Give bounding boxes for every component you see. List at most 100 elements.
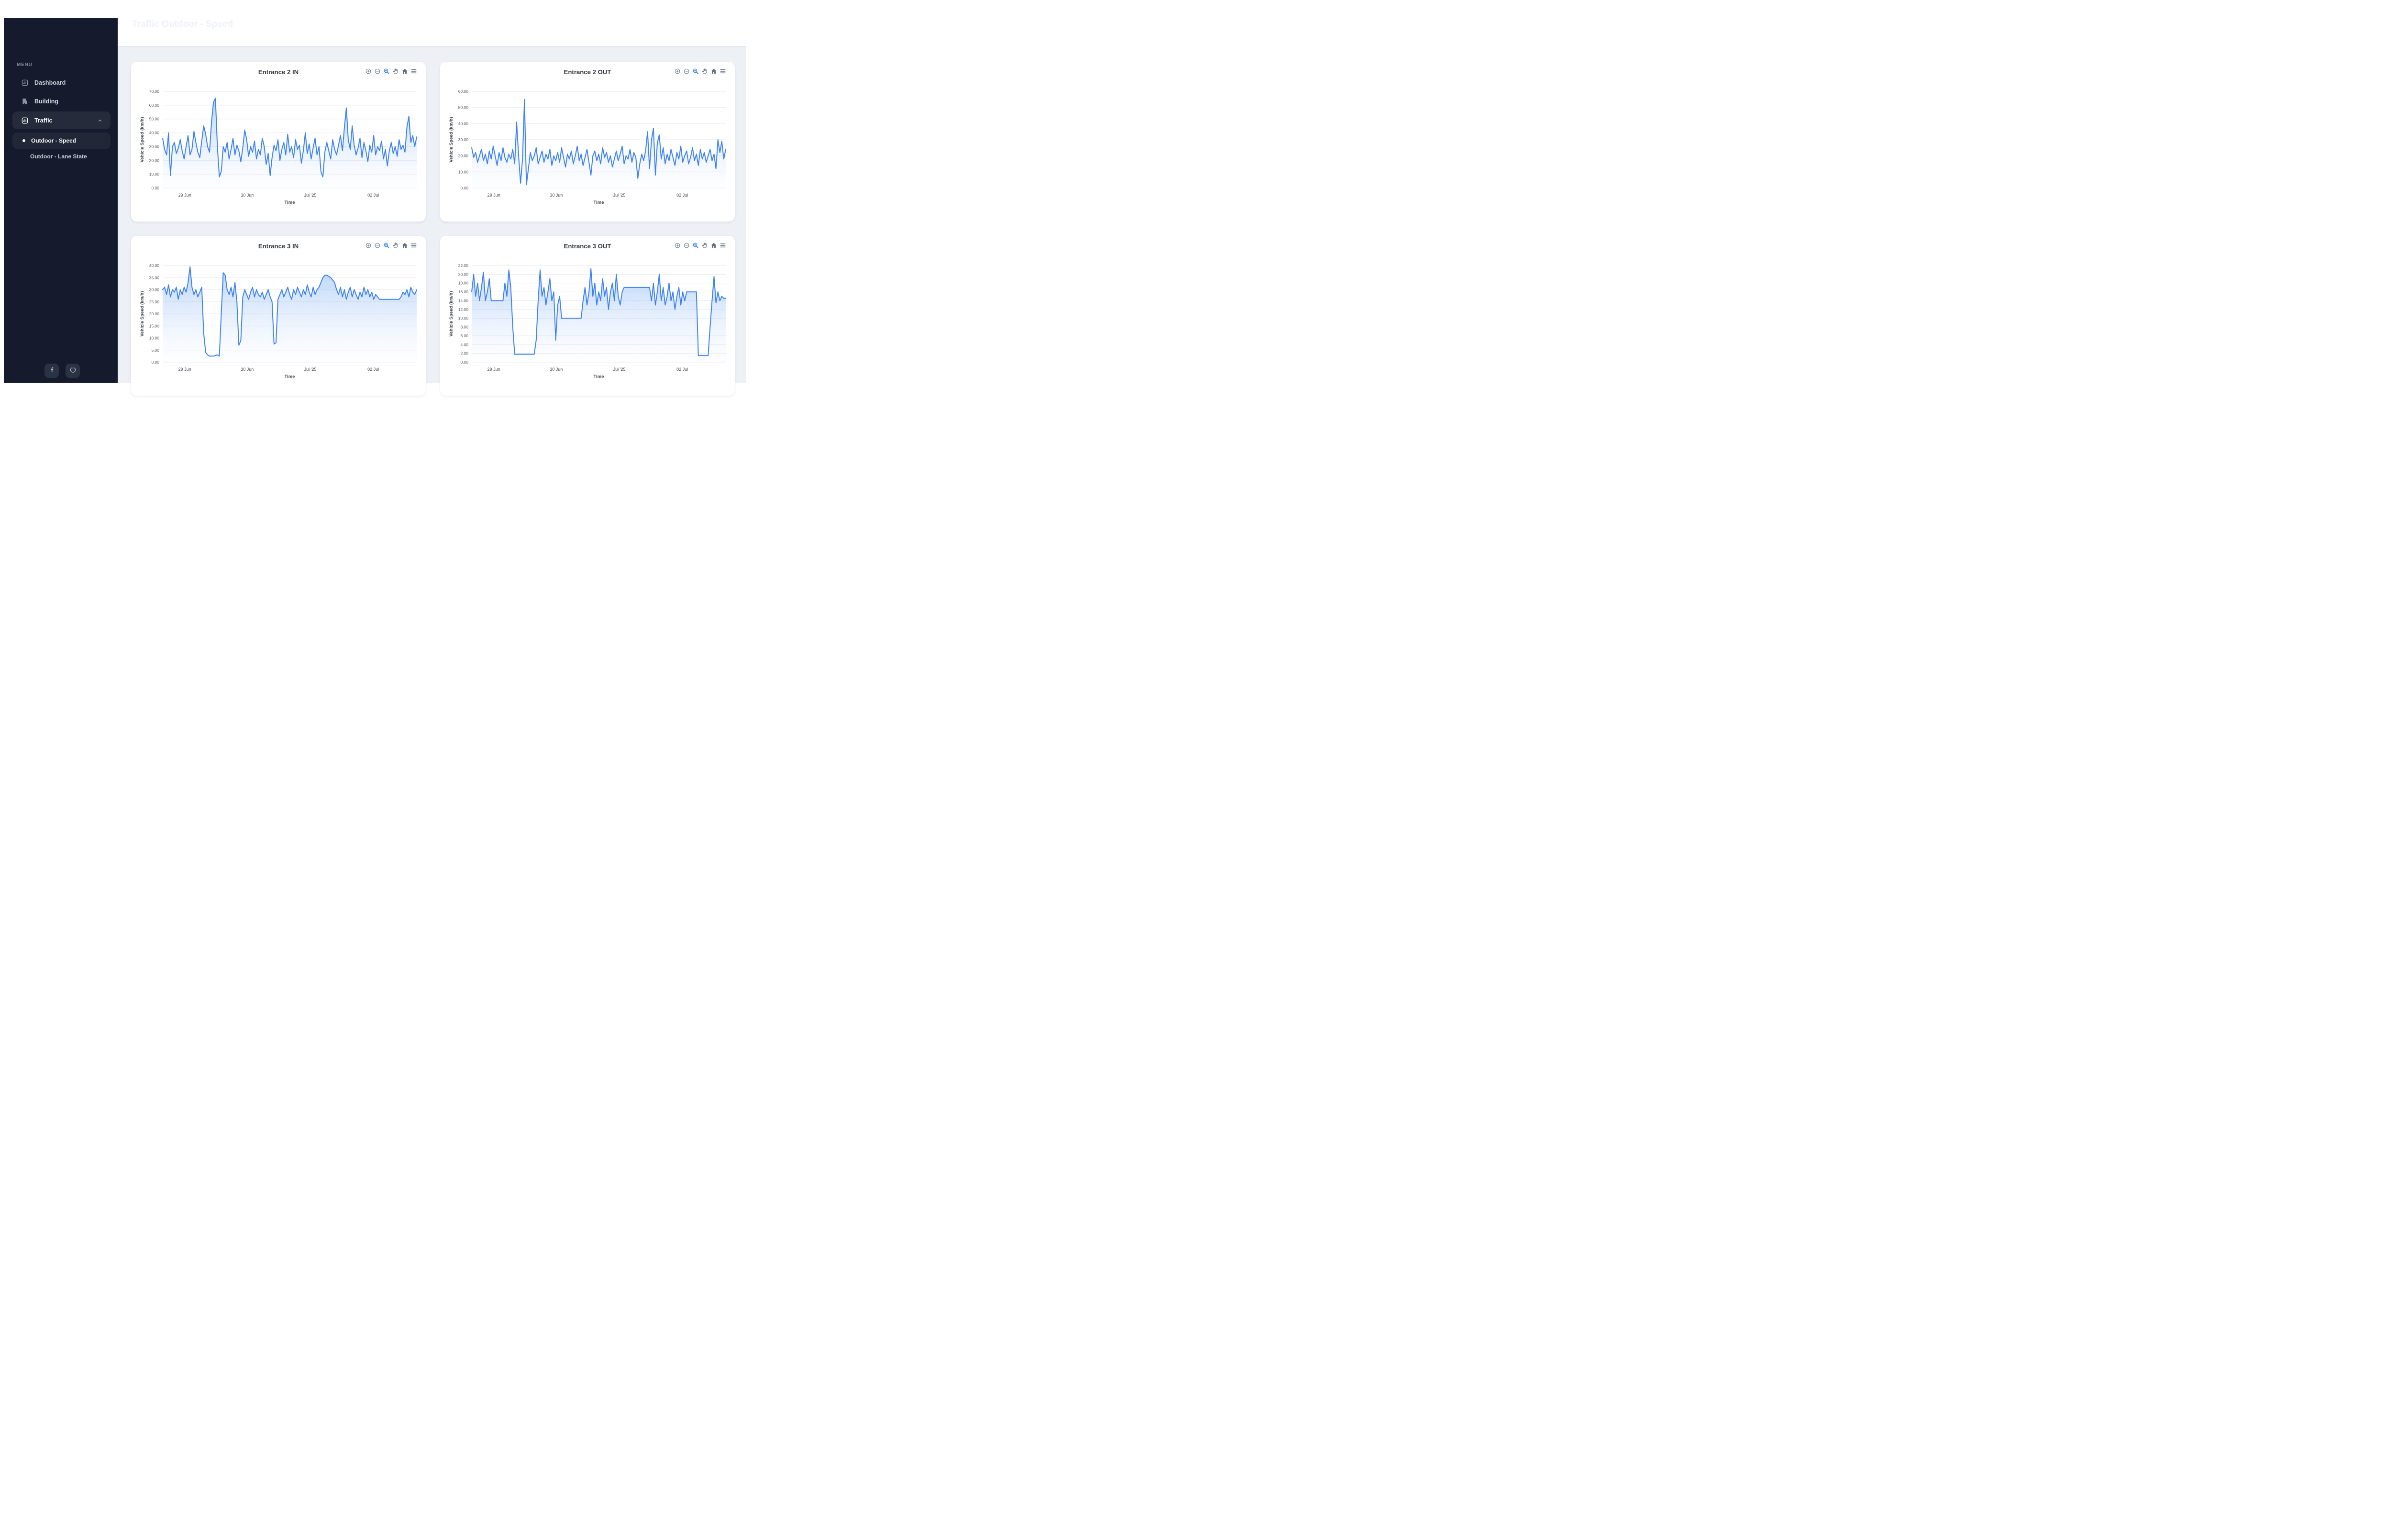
- svg-text:50.00: 50.00: [149, 117, 160, 122]
- menu-icon[interactable]: [410, 242, 417, 249]
- svg-text:30.00: 30.00: [458, 137, 469, 142]
- reset-home-icon[interactable]: [401, 242, 408, 249]
- traffic-icon: [21, 117, 29, 124]
- svg-text:02 Jul: 02 Jul: [676, 193, 688, 198]
- menu-icon[interactable]: [720, 242, 726, 249]
- svg-text:35.00: 35.00: [149, 275, 160, 280]
- svg-text:Jul '25: Jul '25: [304, 367, 317, 372]
- svg-text:60.00: 60.00: [458, 89, 469, 94]
- chart-toolbar: [365, 242, 417, 249]
- selection-zoom-icon[interactable]: [383, 68, 390, 75]
- chart-canvas[interactable]: 40.00 35.00 30.00 25.00 20.00 15.00 10.00 5.00 0…: [131, 236, 426, 396]
- svg-text:20.00: 20.00: [458, 272, 469, 277]
- y-axis: 40.00 35.00 30.00 25.00 20.00 15.00 10.00 5.00 0…: [140, 263, 159, 365]
- svg-text:40.00: 40.00: [149, 263, 160, 268]
- reset-home-icon[interactable]: [710, 68, 717, 75]
- svg-text:16.00: 16.00: [458, 289, 469, 294]
- svg-text:10.00: 10.00: [458, 316, 469, 321]
- zoom-out-icon[interactable]: [374, 242, 381, 249]
- zoom-in-icon[interactable]: [365, 68, 372, 75]
- svg-text:Time: Time: [284, 374, 295, 379]
- svg-text:Time: Time: [593, 200, 604, 205]
- main-area: Traffic Outdoor - Speed 70.00 60.00 50.00 4…: [118, 0, 746, 401]
- sidebar-footer: [44, 364, 80, 378]
- sidebar-item-dashboard[interactable]: Dashboard: [4, 76, 118, 90]
- reset-home-icon[interactable]: [401, 68, 408, 75]
- chart-card: 60.00 50.00 40.00 30.00 20.00 10.00 0.00 Vehicl…: [440, 62, 735, 222]
- svg-text:30 Jun: 30 Jun: [241, 193, 254, 198]
- pan-icon[interactable]: [392, 242, 399, 249]
- svg-text:12.00: 12.00: [458, 307, 469, 312]
- chart-title: Entrance 2 IN: [258, 68, 299, 76]
- svg-text:Jul '25: Jul '25: [613, 193, 626, 198]
- svg-text:0.00: 0.00: [151, 186, 159, 190]
- sidebar-item-label: Dashboard: [34, 79, 66, 86]
- chart-canvas[interactable]: 22.00 20.00 18.00 16.00 14.00 12.00 10.00 8.00 6…: [440, 236, 735, 396]
- zoom-in-icon[interactable]: [674, 68, 681, 75]
- chart-card: 22.00 20.00 18.00 16.00 14.00 12.00 10.00 8.00 6…: [440, 236, 735, 396]
- chart-canvas[interactable]: 60.00 50.00 40.00 30.00 20.00 10.00 0.00 Vehicl…: [440, 62, 735, 222]
- building-icon: [21, 98, 29, 105]
- svg-text:50.00: 50.00: [458, 105, 469, 110]
- x-axis: 29 Jun 30 Jun Jul '25 02 Jul Time: [178, 193, 379, 205]
- chart-toolbar: [674, 242, 726, 249]
- sidebar-item-label: Traffic: [34, 117, 53, 124]
- sidebar-item-building[interactable]: Building: [4, 94, 118, 109]
- svg-text:20.00: 20.00: [149, 158, 160, 163]
- selection-zoom-icon[interactable]: [692, 242, 699, 249]
- chart-toolbar: [674, 68, 726, 75]
- svg-text:18.00: 18.00: [458, 281, 469, 286]
- svg-text:30.00: 30.00: [149, 144, 160, 149]
- chart-canvas[interactable]: 70.00 60.00 50.00 40.00 30.00 20.00 10.00 0.00 V…: [131, 62, 426, 222]
- selection-zoom-icon[interactable]: [692, 68, 699, 75]
- sidebar-item-outdoor-speed[interactable]: Outdoor - Speed: [12, 133, 111, 149]
- chart-title: Entrance 2 OUT: [564, 68, 611, 76]
- svg-text:10.00: 10.00: [149, 172, 160, 177]
- sidebar-item-traffic[interactable]: Traffic: [12, 111, 111, 129]
- sidebar-item-label: Building: [34, 98, 58, 105]
- svg-text:Time: Time: [593, 374, 604, 379]
- series-area: [472, 268, 726, 362]
- pan-icon[interactable]: [392, 68, 399, 75]
- svg-text:02 Jul: 02 Jul: [367, 193, 379, 198]
- reset-home-icon[interactable]: [710, 242, 717, 249]
- sidebar: MENU Dashboard Building: [4, 18, 118, 383]
- facebook-icon: [48, 366, 55, 376]
- svg-text:2.00: 2.00: [460, 351, 468, 356]
- svg-text:8.00: 8.00: [460, 325, 468, 330]
- dashboard-icon: [21, 79, 29, 87]
- series-area: [472, 99, 726, 188]
- svg-text:Time: Time: [284, 200, 295, 205]
- svg-text:10.00: 10.00: [149, 336, 160, 341]
- svg-text:Jul '25: Jul '25: [304, 193, 317, 198]
- menu-icon[interactable]: [720, 68, 726, 75]
- chart-card: 70.00 60.00 50.00 40.00 30.00 20.00 10.00 0.00 V…: [131, 62, 426, 222]
- zoom-out-icon[interactable]: [374, 68, 381, 75]
- zoom-out-icon[interactable]: [683, 242, 690, 249]
- svg-text:40.00: 40.00: [149, 131, 160, 135]
- selection-zoom-icon[interactable]: [383, 242, 390, 249]
- pan-icon[interactable]: [701, 242, 708, 249]
- page-title: Traffic Outdoor - Speed: [132, 19, 233, 29]
- power-button[interactable]: [66, 364, 80, 378]
- svg-text:20.00: 20.00: [458, 154, 469, 158]
- svg-text:25.00: 25.00: [149, 299, 160, 304]
- svg-text:Vehicle Speed (km/h): Vehicle Speed (km/h): [140, 291, 145, 336]
- facebook-button[interactable]: [44, 364, 59, 378]
- svg-text:0.00: 0.00: [460, 360, 468, 365]
- svg-text:Vehicle Speed (km/h): Vehicle Speed (km/h): [140, 117, 145, 162]
- pan-icon[interactable]: [701, 68, 708, 75]
- svg-text:29 Jun: 29 Jun: [487, 193, 500, 198]
- svg-text:20.00: 20.00: [149, 311, 160, 316]
- zoom-in-icon[interactable]: [674, 242, 681, 249]
- menu-icon[interactable]: [410, 68, 417, 75]
- zoom-in-icon[interactable]: [365, 242, 372, 249]
- y-axis: 60.00 50.00 40.00 30.00 20.00 10.00 0.00 Vehicl…: [449, 89, 468, 190]
- sidebar-menu-label: MENU: [17, 62, 33, 67]
- series-line: [162, 266, 417, 357]
- zoom-out-icon[interactable]: [683, 68, 690, 75]
- svg-text:02 Jul: 02 Jul: [367, 367, 379, 372]
- active-bullet-icon: [22, 139, 25, 142]
- sidebar-item-outdoor-lane-state[interactable]: Outdoor - Lane State: [4, 151, 118, 162]
- svg-text:60.00: 60.00: [149, 103, 160, 108]
